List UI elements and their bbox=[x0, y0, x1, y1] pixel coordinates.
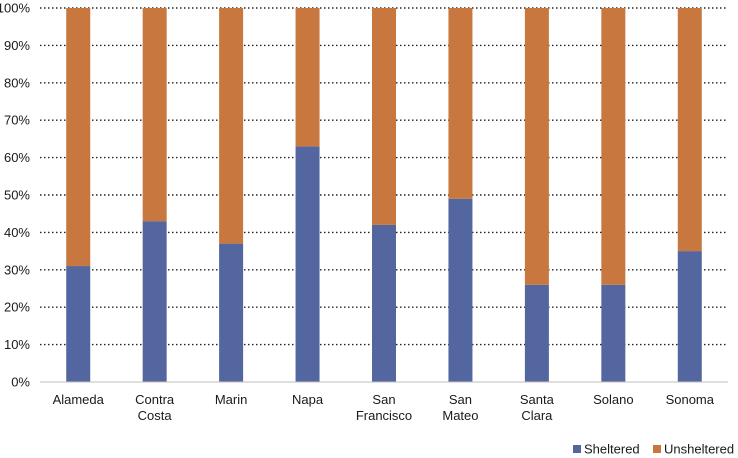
bar-sheltered-san-mateo bbox=[448, 198, 473, 382]
bar-sheltered-santa-clara bbox=[524, 284, 549, 382]
bar-unsheltered-santa-clara bbox=[524, 8, 549, 285]
y-tick-label: 50% bbox=[4, 188, 30, 203]
y-tick-label: 70% bbox=[4, 113, 30, 128]
y-tick-label: 60% bbox=[4, 150, 30, 165]
bar-sheltered-sonoma bbox=[677, 251, 702, 382]
y-tick-label: 0% bbox=[11, 375, 30, 390]
y-tick-label: 100% bbox=[0, 1, 30, 16]
bar-sheltered-contra-costa bbox=[142, 221, 167, 382]
x-category-label: San Mateo bbox=[442, 392, 478, 423]
bar-unsheltered-contra-costa bbox=[142, 8, 167, 222]
legend: Sheltered Unsheltered bbox=[573, 442, 734, 457]
y-tick-label: 80% bbox=[4, 75, 30, 90]
x-category-label: Marin bbox=[215, 392, 248, 407]
bars bbox=[66, 8, 702, 382]
legend-label-sheltered: Sheltered bbox=[584, 442, 640, 457]
x-category-label: Solano bbox=[593, 392, 633, 407]
legend-label-unsheltered: Unsheltered bbox=[664, 442, 734, 457]
x-category-label: Santa Clara bbox=[520, 392, 555, 423]
bar-unsheltered-sonoma bbox=[677, 8, 702, 252]
bar-unsheltered-san-mateo bbox=[448, 8, 473, 199]
x-category-label: Contra Costa bbox=[135, 392, 175, 423]
y-axis-tick-labels: 0% 10% 20% 30% 40% 50% 60% 70% 80% 90% 100% bbox=[0, 1, 30, 390]
bar-sheltered-marin bbox=[219, 243, 244, 382]
bar-unsheltered-napa bbox=[295, 8, 320, 147]
y-tick-label: 20% bbox=[4, 300, 30, 315]
y-tick-label: 10% bbox=[4, 337, 30, 352]
x-category-label: Sonoma bbox=[666, 392, 715, 407]
bar-sheltered-alameda bbox=[66, 266, 91, 382]
bar-unsheltered-alameda bbox=[66, 8, 91, 267]
x-category-label: San Francisco bbox=[356, 392, 412, 423]
bar-unsheltered-san-francisco bbox=[372, 8, 396, 225]
legend-swatch-unsheltered bbox=[653, 445, 661, 453]
bar-unsheltered-solano bbox=[601, 8, 626, 285]
x-category-label: Napa bbox=[292, 392, 324, 407]
y-tick-label: 90% bbox=[4, 38, 30, 53]
y-tick-label: 30% bbox=[4, 262, 30, 277]
y-tick-label: 40% bbox=[4, 225, 30, 240]
bar-sheltered-san-francisco bbox=[372, 224, 396, 382]
x-category-label: Alameda bbox=[53, 392, 105, 407]
x-axis-category-labels: Alameda Contra Costa Marin Napa San Francisco S… bbox=[53, 392, 715, 423]
bar-sheltered-solano bbox=[601, 284, 626, 382]
legend-swatch-sheltered bbox=[573, 445, 581, 453]
bar-sheltered-napa bbox=[295, 146, 320, 382]
bar-unsheltered-marin bbox=[219, 8, 244, 244]
